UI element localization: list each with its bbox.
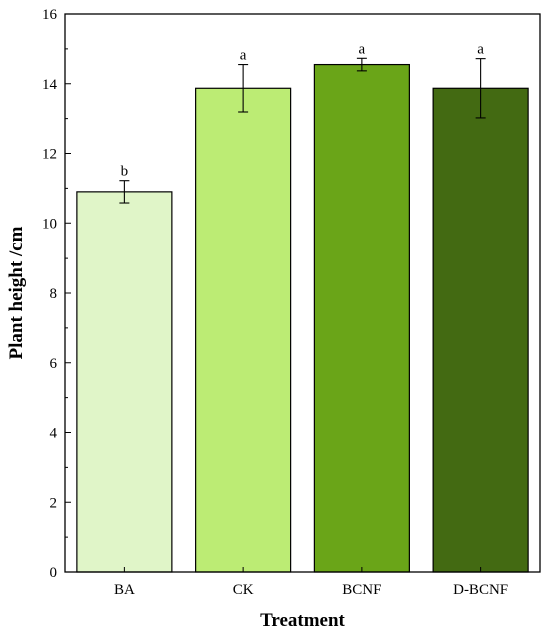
significance-label-d-bcnf: a [477, 42, 484, 58]
x-tick-label-ba: BA [114, 582, 135, 598]
x-tick-label-bcnf: BCNF [342, 582, 381, 598]
y-tick-label-12: 12 [42, 147, 57, 163]
y-tick-label-6: 6 [50, 356, 58, 372]
y-axis-title: Plant height /cm [6, 226, 27, 359]
x-tick-label-d-bcnf: D-BCNF [453, 582, 508, 598]
y-tick-label-16: 16 [42, 7, 58, 23]
significance-label-ck: a [240, 48, 247, 64]
y-tick-label-4: 4 [50, 426, 58, 442]
axis-ticks: BA CK BCNF D-BCNF 0 2 4 6 8 10 12 14 16 [42, 7, 508, 598]
y-tick-label-8: 8 [50, 286, 58, 302]
bars-layer [76, 63, 529, 573]
y-tick-label-14: 14 [42, 77, 58, 93]
x-axis-title: Treatment [260, 610, 345, 631]
significance-label-bcnf: a [359, 41, 366, 57]
bar-ba [76, 191, 173, 573]
bar-d-bcnf [432, 87, 529, 573]
labels-layer: b a a a [121, 41, 485, 179]
y-tick-label-0: 0 [50, 565, 58, 581]
error-bars-layer [119, 57, 486, 204]
y-tick-label-2: 2 [50, 495, 58, 511]
bar-ck [195, 87, 292, 573]
x-tick-label-ck: CK [233, 582, 254, 598]
bar-bcnf [313, 63, 410, 573]
significance-label-ba: b [121, 164, 129, 180]
y-tick-label-10: 10 [42, 216, 57, 232]
